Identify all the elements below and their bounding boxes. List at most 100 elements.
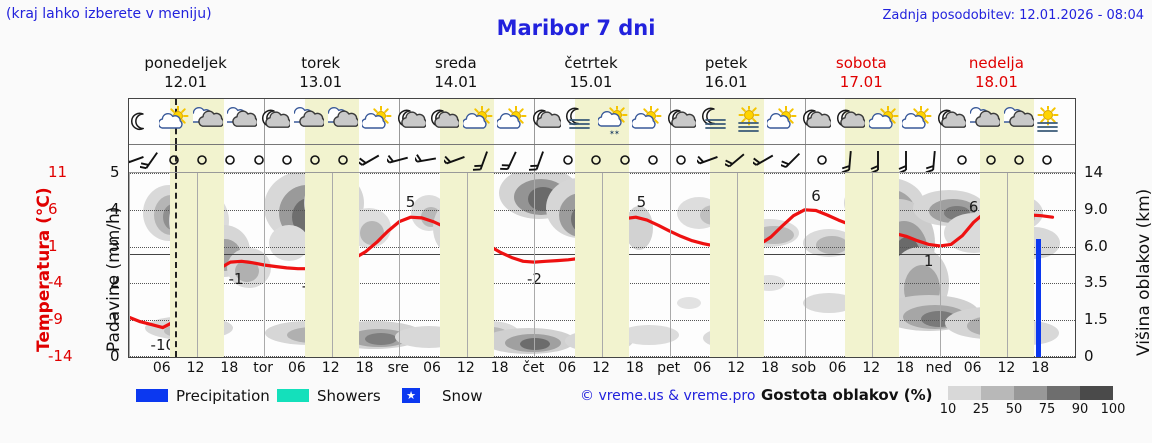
wind-calm-icon xyxy=(331,148,355,172)
wind-calm-icon xyxy=(810,148,834,172)
day-date: 18.01 xyxy=(974,73,1018,91)
cloud-density-value: 100 xyxy=(1100,402,1126,417)
vertical-gridline xyxy=(939,173,941,357)
cloud-density-value: 90 xyxy=(1071,402,1089,417)
wind-calm-icon xyxy=(1035,148,1059,172)
wind-barb-icon xyxy=(693,148,721,172)
temperature-label: 1 xyxy=(923,252,934,271)
cldticks-label: 6.0 xyxy=(1084,236,1108,255)
svg-text:✶: ✶ xyxy=(609,129,615,136)
wind-barb-icon xyxy=(440,148,468,172)
tempticks-label: -14 xyxy=(48,347,73,365)
moon-icon xyxy=(129,106,155,138)
wind-calm-icon xyxy=(303,148,327,172)
precticks-label: 3 xyxy=(110,236,120,255)
time-tick-label: 18 xyxy=(1031,360,1050,376)
tempticks-label: -4 xyxy=(48,273,63,292)
legend-snow: ★ Snow xyxy=(402,386,482,405)
wind-calm-icon xyxy=(613,148,637,172)
cloud-density-step xyxy=(1080,386,1113,400)
tempticks-label: 6 xyxy=(48,199,58,218)
wind-calm-icon xyxy=(190,148,214,172)
sun-cloud-icon xyxy=(766,105,797,138)
tempticks-label: 1 xyxy=(48,236,58,255)
wind-barb-icon xyxy=(922,148,946,172)
precticks-label: 4 xyxy=(110,199,120,218)
cloud-density-value: 25 xyxy=(972,402,990,417)
vertical-gridline xyxy=(602,173,603,357)
time-tick-label: 06 xyxy=(152,360,171,376)
tempticks-label: 11 xyxy=(48,163,68,181)
page-title: Maribor 7 dni xyxy=(496,16,656,40)
day-header-6: sobota 17.01 xyxy=(794,54,929,92)
precticks-label: 1 xyxy=(110,310,120,329)
cloud-density-step xyxy=(1014,386,1047,400)
time-tick-label: 18 xyxy=(490,360,509,376)
copyright-link[interactable]: © vreme.us & vreme.pro xyxy=(580,388,756,404)
day-separator xyxy=(804,145,806,172)
moon-cloud-icon xyxy=(260,106,292,138)
temperature-label: -1 xyxy=(228,270,244,289)
cloud-density-value: 50 xyxy=(1005,402,1023,417)
legend-precipitation-label: Precipitation xyxy=(176,386,270,405)
sun-fog-icon xyxy=(1032,104,1062,138)
cloud-density-title: Gostota oblakov (%) xyxy=(761,386,933,404)
cloud-density-value: 10 xyxy=(939,402,957,417)
day-name: sobota xyxy=(835,54,887,72)
moon-cloud-icon xyxy=(429,106,461,138)
moon-cloud-icon xyxy=(801,106,833,138)
precticks-label: 0 xyxy=(110,347,120,365)
day-header-1: ponedeljek 12.01 xyxy=(118,54,253,92)
wind-barb-icon xyxy=(838,148,862,172)
wind-barb-icon xyxy=(894,148,918,172)
day-header-3: sreda 14.01 xyxy=(388,54,523,92)
day-header-5: petek 16.01 xyxy=(659,54,794,92)
wind-calm-icon xyxy=(950,148,974,172)
cloud-icon xyxy=(999,106,1035,138)
vertical-gridline xyxy=(669,173,671,357)
vertical-gridline xyxy=(1007,173,1009,357)
legend-snow-label: Snow xyxy=(442,386,483,405)
daylight-band xyxy=(574,173,630,357)
location-menu-note: (kraj lahko izberete v meniju) xyxy=(6,6,212,22)
vertical-gridline xyxy=(196,173,198,357)
day-header-2: torek 13.01 xyxy=(253,54,388,92)
temperature-label: 5 xyxy=(636,193,647,212)
vertical-gridline xyxy=(737,173,739,357)
sun-cloud-snow-icon: ✶ ✶ xyxy=(597,104,628,138)
temperature-label: 6 xyxy=(968,198,979,217)
time-tick-label: 18 xyxy=(220,360,239,376)
time-axis: 06 12 18 tor 06 12 18 sre 06 12 18 čet 06 12 18 pet 06 12… xyxy=(128,360,1076,382)
wind-calm-icon xyxy=(1007,148,1031,172)
wind-calm-icon xyxy=(162,148,186,172)
precticks-label: 2 xyxy=(110,273,120,292)
wind-barb-band xyxy=(129,145,1075,173)
wind-barb-icon xyxy=(138,148,164,172)
meteogram-plot[interactable]: ✶✶ ★ -10-1-25-2-15161635 xyxy=(128,98,1076,358)
wind-calm-icon xyxy=(979,148,1003,172)
vertical-gridline xyxy=(399,173,401,357)
daylight-band xyxy=(710,173,765,357)
wind-barb-icon xyxy=(355,148,383,172)
day-date: 14.01 xyxy=(434,73,478,91)
day-name: ponedeljek xyxy=(144,54,227,72)
day-header-row: ponedeljek 12.01 torek 13.01 sreda 14.01 četrt… xyxy=(0,54,1152,98)
day-separator xyxy=(264,145,266,172)
vertical-gridline xyxy=(804,173,806,357)
moon-fog-icon xyxy=(564,106,594,138)
wind-barb-icon xyxy=(528,148,552,172)
cloud-density-value: 75 xyxy=(1038,402,1056,417)
wind-barb-icon xyxy=(472,148,496,172)
vertical-gridline xyxy=(264,173,266,357)
cldticks-label: 1.5 xyxy=(1084,310,1108,329)
cloud-icon xyxy=(222,106,258,138)
cloud-density-step xyxy=(948,386,981,400)
tempticks-label: -9 xyxy=(48,310,63,329)
vertical-gridline xyxy=(466,173,468,357)
current-time-marker xyxy=(174,145,177,172)
day-separator xyxy=(669,145,671,172)
cldticks-label: 9.0 xyxy=(1084,199,1108,218)
temperature-label: 5 xyxy=(405,193,416,212)
wind-calm-icon xyxy=(641,148,665,172)
day-date: 17.01 xyxy=(839,73,883,91)
